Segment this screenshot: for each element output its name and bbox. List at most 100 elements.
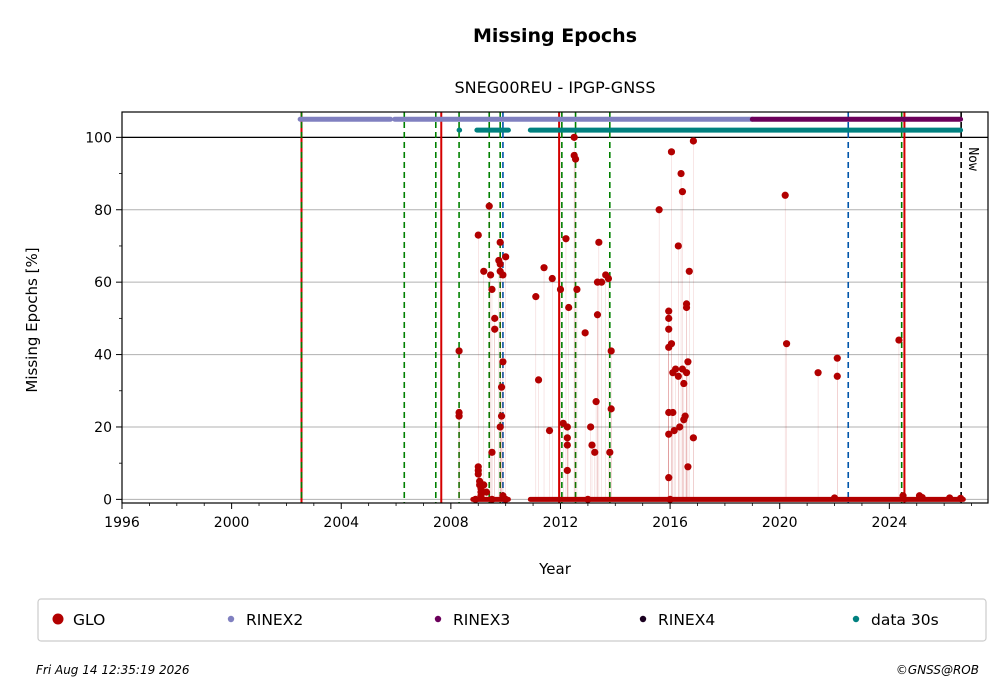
glo-point [833,372,841,380]
x-axis-label: Year [538,560,572,578]
glo-point [593,311,602,319]
glo-point [532,293,540,301]
glo-point [604,274,613,283]
legend-frame [37,598,987,642]
glo-point [502,253,510,261]
y-tick-label: 40 [94,348,112,364]
glo-point [496,423,504,431]
glo-point [895,336,903,344]
glo-point [680,379,688,388]
glo-point [682,303,691,312]
glo-point [606,448,614,456]
legend-label: data 30s [871,611,939,629]
glo-point [485,202,493,210]
x-tick-label: 2000 [214,515,250,531]
glo-point [497,412,506,420]
glo-point [677,169,685,178]
plot-frame [121,111,989,504]
x-tick-label: 2016 [652,515,688,531]
glo-point [667,340,676,348]
glo-point [573,285,581,293]
glo-point [491,314,499,322]
glo-point [833,354,841,362]
legend-marker [852,615,860,623]
y-tick-label: 80 [94,203,112,219]
x-tick-label: 2020 [762,515,798,531]
glo-point [496,238,504,246]
glo-point [486,271,495,279]
legend-item-rinex3: RINEX3 [434,611,510,629]
glo-point [666,495,674,503]
glo-point [571,155,580,163]
glo-point [588,441,596,449]
glo-point [471,495,480,503]
glo-point [499,358,507,366]
glo-point [669,408,677,417]
glo-point [563,423,571,431]
chart-title: Missing Epochs [473,25,637,47]
x-tick-label: 2024 [872,515,908,531]
glo-point [674,242,682,250]
glo-point [581,329,589,337]
legend-marker [639,615,647,623]
glo-point [665,325,673,333]
glo-point [488,285,496,293]
legend: GLO RINEX2 RINEX3 RINEX4 data 30s [37,598,987,642]
glo-point [674,372,682,380]
glo-point [474,470,482,478]
glo-point [556,285,565,293]
glo-point [488,495,496,503]
glo-point [689,137,697,145]
glo-point [480,481,488,489]
x-tick-label: 2008 [433,515,469,531]
glo-point [946,494,954,502]
glo-point [830,494,839,502]
glo-point [678,188,687,196]
glo-point [597,278,606,286]
glo-point [499,271,507,279]
plot-grid [122,136,988,500]
glo-point [488,448,496,456]
glo-point [591,448,599,456]
glo-point [665,307,673,315]
glo-point [455,347,463,355]
legend-label: RINEX4 [658,611,715,629]
legend-item-rinex4: RINEX4 [639,611,715,629]
glo-point [534,376,543,384]
glo-point [918,493,926,502]
glo-point [689,434,697,442]
glo-point [595,238,603,246]
glo-point [956,494,965,502]
glo-point [665,314,673,322]
glo-point [587,423,595,431]
plot-axes: 0 20 40 60 80 100 1996 2000 2004 2008 2012 2016 2020… [85,130,972,531]
glo-point [676,423,684,431]
y-tick-label: 60 [94,275,112,291]
y-tick-label: 20 [94,420,112,436]
legend-marker [227,615,235,623]
glo-point [607,347,615,355]
legend-label: GLO [73,611,105,629]
glo-point [548,274,556,283]
glo-point [671,365,680,373]
glo-point [665,474,673,482]
glo-point [496,260,504,268]
glo-point [477,492,485,500]
y-tick-label: 100 [85,130,112,146]
glo-point [592,398,600,406]
glo-point [540,264,548,272]
glo-point [670,426,678,435]
glo-point [545,426,554,435]
glo-point [665,430,673,438]
x-tick-label: 2012 [543,515,579,531]
glo-point [497,383,506,391]
glo-point [562,235,570,243]
glo-point [685,267,693,275]
glo-point [570,133,578,141]
y-tick-label: 0 [103,492,112,508]
legend-label: RINEX3 [453,611,510,629]
legend-item-glo: GLO [52,611,105,629]
glo-point [563,434,571,442]
y-axis-label: Missing Epochs [%] [23,247,41,392]
